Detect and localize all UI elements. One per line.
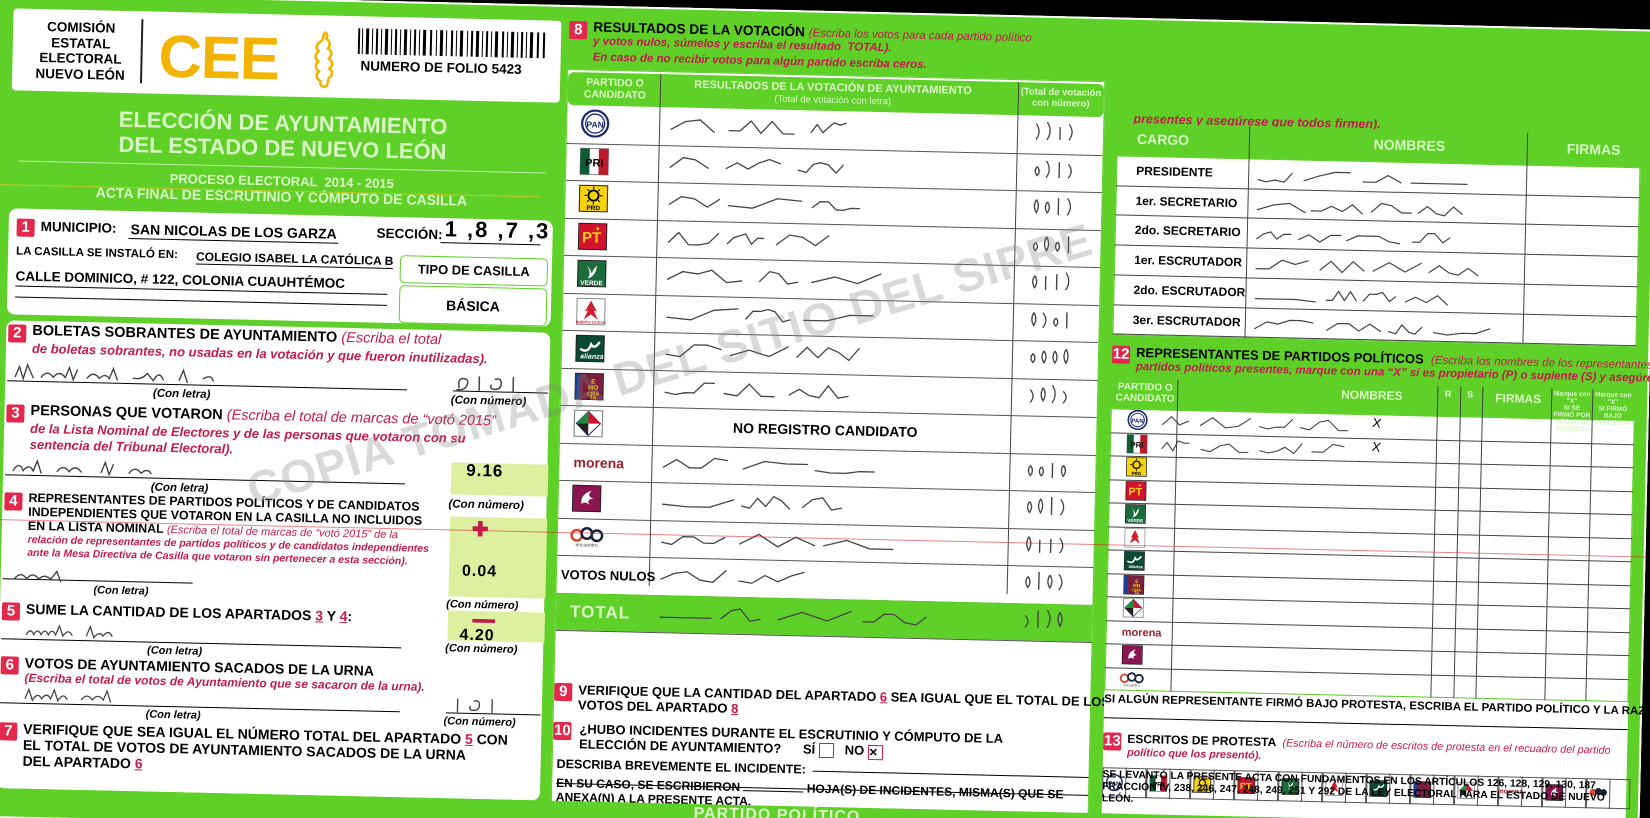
svg-text:PRI: PRI [585,157,604,169]
svg-text:encuentro: encuentro [575,542,598,549]
svg-text:PT: PT [1128,486,1142,498]
svg-text:encuentro: encuentro [1123,683,1139,687]
svg-text:VERDE: VERDE [1127,518,1143,523]
svg-text:MOVIMIENTO CIUDADANO: MOVIMIENTO CIUDADANO [576,320,607,325]
svg-text:PRD: PRD [1131,471,1142,476]
svg-text:TA: TA [1134,590,1139,595]
svg-text:PT: PT [582,229,602,246]
svg-text:PAN: PAN [1131,419,1143,425]
svg-text:PRD: PRD [586,205,600,212]
svg-text:VERDE: VERDE [580,280,603,288]
svg-text:alianza: alianza [1129,564,1144,569]
svg-text:PAN: PAN [586,119,604,129]
svg-text:PRI: PRI [1130,440,1143,449]
